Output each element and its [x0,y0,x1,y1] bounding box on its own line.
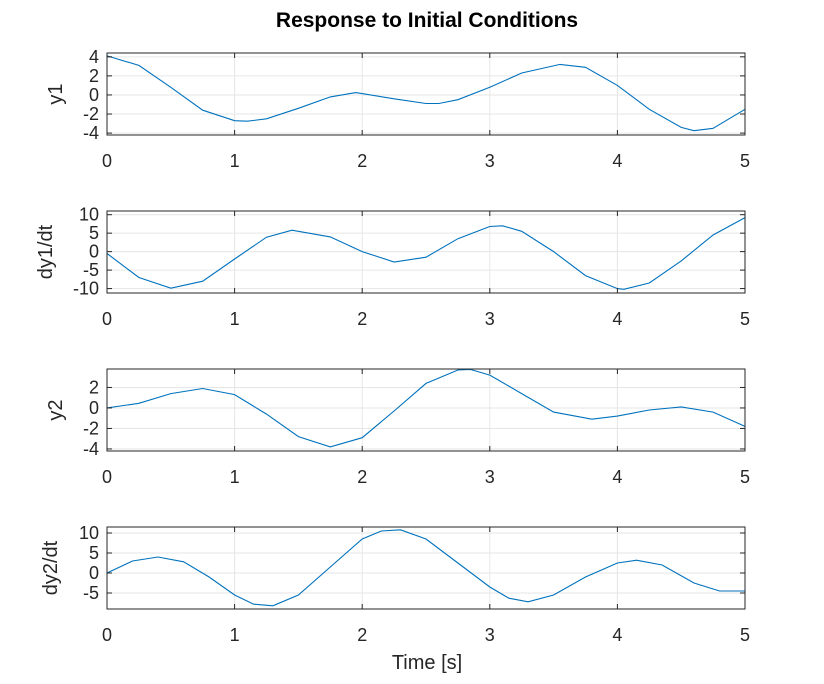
x-tick-label: 0 [102,151,112,171]
y-axis-label: y1 [45,83,67,104]
x-tick-label: 4 [612,151,622,171]
x-tick-label: 5 [740,467,750,487]
figure-title: Response to Initial Conditions [276,9,578,32]
y-tick-label: 0 [89,398,99,418]
y-tick-label: 0 [89,85,99,105]
axes-frame [106,368,746,452]
x-tick-label: 2 [357,309,367,329]
series-line [106,529,745,607]
x-tick-label: 0 [102,309,112,329]
x-tick-label: 3 [485,309,495,329]
x-tick-label: 1 [230,151,240,171]
x-tick-label: 1 [230,309,240,329]
y-tick-label: 0 [89,563,99,583]
axes-frame [106,52,746,136]
series-line [106,55,746,132]
x-tick-label: 2 [357,625,367,645]
y-tick-label: -5 [83,260,99,280]
x-axis-label: Time [s] [392,652,462,674]
y-tick-label: -4 [83,123,99,143]
y-tick-label: 2 [89,377,99,397]
y-tick-label: -4 [83,439,99,459]
y-tick-label: -2 [83,418,99,438]
y-tick-label: -5 [83,583,99,603]
y-tick-label: 10 [79,205,99,225]
series-line [106,217,746,290]
y-tick-label: 4 [89,47,99,67]
x-tick-label: 4 [612,467,622,487]
x-tick-label: 3 [485,625,495,645]
x-tick-label: 1 [230,625,240,645]
y-axis-label: dy1/dt [35,224,57,279]
x-tick-label: 0 [102,467,112,487]
y-tick-label: 0 [89,242,99,262]
series-line [106,368,746,448]
x-tick-label: 5 [740,151,750,171]
x-tick-label: 2 [357,467,367,487]
x-tick-label: 4 [612,309,622,329]
y-tick-label: 5 [89,543,99,563]
x-tick-label: 3 [485,151,495,171]
y-tick-label: -2 [83,104,99,124]
x-tick-label: 5 [740,625,750,645]
y-tick-label: 5 [89,223,99,243]
x-tick-label: 5 [740,309,750,329]
y-tick-label: -10 [73,279,99,299]
x-tick-label: 3 [485,467,495,487]
y-tick-label: 10 [79,523,99,543]
x-tick-label: 2 [357,151,367,171]
axes-frame [106,526,746,610]
y-axis-label: y2 [45,399,67,420]
y-axis-label: dy2/dt [40,540,62,595]
x-tick-label: 4 [612,625,622,645]
x-tick-label: 1 [230,467,240,487]
x-tick-label: 0 [102,625,112,645]
y-tick-label: 2 [89,66,99,86]
